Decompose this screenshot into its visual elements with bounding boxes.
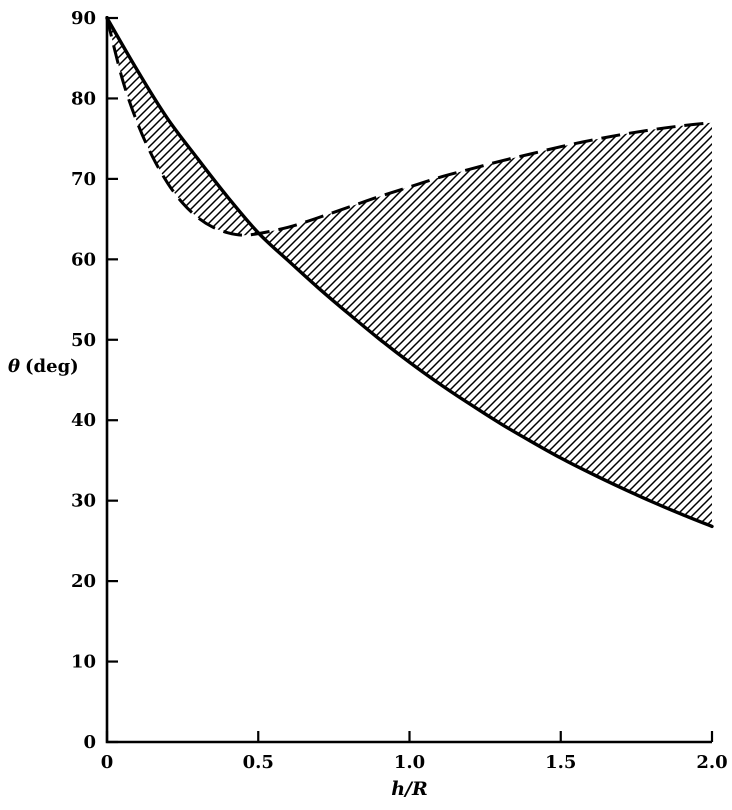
y-tick-label: 10 xyxy=(71,652,96,673)
hatched-region xyxy=(107,18,712,527)
x-axis-label: h/R xyxy=(391,778,428,800)
dashed-curve xyxy=(105,17,713,237)
x-tick-label: 0 xyxy=(101,752,114,773)
x-tick-label: 1.5 xyxy=(545,752,576,773)
y-tick-label: 50 xyxy=(71,330,96,351)
x-tick-label: 2.0 xyxy=(696,752,727,773)
y-tick-label: 60 xyxy=(71,249,96,270)
x-tick-label: 0.5 xyxy=(243,752,274,773)
y-axis-label: θ (deg) xyxy=(8,356,79,377)
x-tick-label: 1.0 xyxy=(394,752,425,773)
tick-labels: 0 10 20 30 40 50 60 70 80 90 0 0.5 1.0 1.5 2.0 xyxy=(71,8,728,773)
y-tick-label: 30 xyxy=(71,491,96,512)
theta-symbol: θ xyxy=(8,356,21,377)
y-tick-label: 0 xyxy=(83,732,96,753)
y-tick-label: 70 xyxy=(71,169,96,190)
y-tick-label: 80 xyxy=(71,88,96,109)
y-tick-label: 40 xyxy=(71,410,96,431)
y-tick-label: 90 xyxy=(71,8,96,29)
solid-curve xyxy=(105,16,714,529)
y-axis-unit: (deg) xyxy=(25,356,79,377)
y-tick-label: 20 xyxy=(71,571,96,592)
